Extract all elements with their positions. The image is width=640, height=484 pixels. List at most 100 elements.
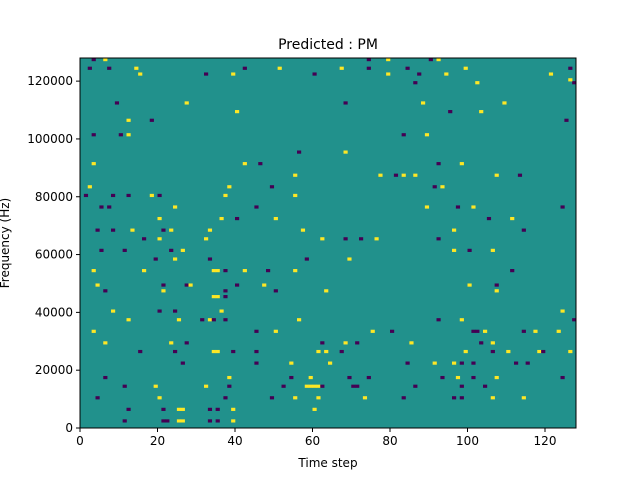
cell-high (440, 185, 445, 189)
cell-low (103, 375, 108, 380)
cell-low (180, 361, 185, 365)
cell-low (111, 193, 116, 198)
cell-high (370, 329, 375, 333)
cell-low (83, 193, 89, 198)
cell-high (142, 269, 147, 273)
cell-high (273, 329, 278, 333)
cell-low (157, 309, 162, 313)
cell-low (347, 375, 352, 380)
cell-low (390, 329, 395, 333)
cell-low (266, 269, 271, 273)
y-tick-label: 0 (65, 421, 73, 435)
cell-low (494, 283, 499, 287)
cell-high (273, 216, 278, 221)
cell-low (223, 269, 228, 273)
cell-low (343, 101, 348, 105)
cell-high (320, 237, 325, 241)
cell-high (308, 375, 313, 380)
cell-low (142, 237, 147, 241)
cell-low (273, 289, 278, 293)
cell-high (219, 309, 224, 313)
cell-high (149, 193, 154, 198)
cell-high (413, 173, 418, 177)
y-tick-label: 120000 (27, 74, 73, 88)
cell-low (525, 361, 530, 365)
cell-high (300, 228, 306, 232)
cell-low (114, 101, 120, 105)
cell-high (211, 295, 216, 299)
cell-high (215, 349, 220, 354)
cell-high (231, 72, 236, 76)
cell-low (215, 407, 220, 411)
cell-low (235, 283, 240, 287)
cell-high (463, 66, 468, 70)
cell-high (103, 341, 108, 345)
cell-high (180, 248, 185, 252)
cell-low (355, 384, 360, 388)
cell-high (521, 396, 526, 400)
cell-low (269, 185, 275, 189)
cell-low (289, 375, 294, 380)
cell-low (490, 349, 495, 354)
cell-high (479, 110, 484, 114)
cell-high (293, 269, 298, 273)
cell-low (475, 329, 480, 333)
cell-low (138, 349, 143, 354)
cell-low (405, 361, 410, 365)
cell-low (200, 318, 205, 322)
cell-low (343, 237, 348, 241)
cell-high (157, 396, 162, 400)
cell-high (494, 289, 499, 293)
cell-high (432, 361, 437, 365)
cell-high (324, 289, 329, 293)
cell-low (393, 173, 399, 177)
cell-high (215, 269, 220, 273)
cell-low (514, 361, 519, 365)
cell-low (455, 205, 461, 209)
cell-low (161, 419, 166, 423)
cell-high (510, 216, 515, 221)
x-tick-label: 100 (456, 434, 479, 448)
cell-high (111, 309, 116, 313)
cell-low (413, 384, 418, 388)
cell-high (537, 349, 542, 354)
cell-high (424, 133, 430, 137)
cell-low (99, 248, 104, 252)
cell-high (231, 407, 236, 411)
cell-low (479, 341, 484, 345)
cell-high (490, 248, 495, 252)
cell-low (149, 118, 154, 122)
cell-high (242, 162, 247, 166)
cell-high (362, 396, 368, 400)
cell-low (436, 237, 441, 241)
cell-high (471, 205, 476, 209)
x-tick-label: 20 (150, 434, 165, 448)
cell-high (556, 329, 561, 333)
cell-high (459, 318, 464, 322)
cell-high (215, 295, 220, 299)
cell-low (428, 58, 433, 62)
cell-low (95, 228, 100, 232)
cell-low (204, 72, 209, 76)
cell-high (262, 283, 267, 287)
chart-title: Predicted : PM (278, 37, 378, 53)
cell-high (242, 269, 247, 273)
cell-high (548, 72, 554, 76)
cell-low (471, 361, 476, 365)
cell-high (176, 407, 182, 411)
cell-low (91, 133, 96, 137)
cell-high (184, 101, 189, 105)
cell-low (320, 384, 325, 388)
cell-low (223, 295, 228, 299)
cell-low (103, 289, 108, 293)
cell-high (490, 341, 495, 345)
cell-low (122, 419, 127, 423)
cell-low (339, 349, 344, 354)
cell-low (467, 248, 472, 252)
cell-high (95, 283, 100, 287)
cell-high (180, 407, 185, 411)
cell-high (502, 101, 507, 105)
cell-high (231, 419, 236, 423)
cell-low (459, 396, 464, 400)
